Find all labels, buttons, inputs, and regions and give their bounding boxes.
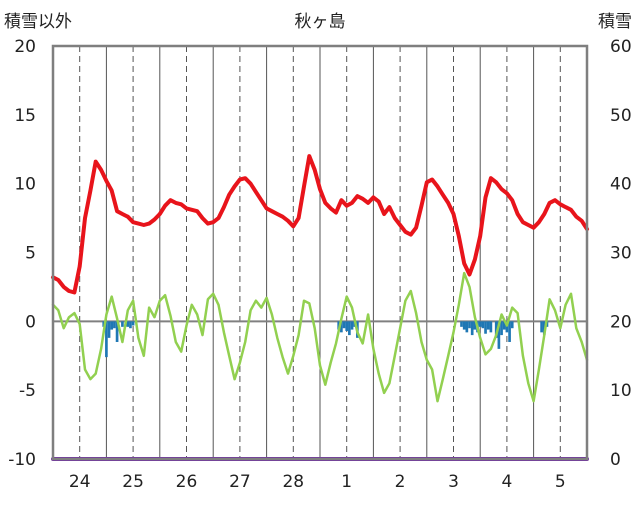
snow-bar: [478, 321, 482, 327]
snow-bar: [540, 321, 543, 333]
right-axis-title: 積雪: [598, 12, 632, 32]
x-tick-label: 27: [229, 472, 251, 492]
y-tick-label: -10: [8, 450, 36, 470]
x-tick-label: 3: [448, 472, 459, 492]
chart-title: 秋ヶ島: [295, 12, 346, 32]
x-tick-label: 4: [501, 472, 512, 492]
snow-bar: [510, 321, 514, 329]
snow-bar: [473, 321, 477, 330]
snow-bar: [505, 321, 509, 333]
x-tick-label: 1: [341, 472, 352, 492]
snow-bar: [460, 321, 463, 327]
y2-tick-label: 10: [610, 381, 632, 401]
left-axis-title: 積雪以外: [4, 12, 72, 32]
snow-bar: [129, 321, 132, 329]
snow-bar: [105, 321, 108, 358]
snow-bar: [494, 321, 498, 338]
snow-bar: [340, 321, 343, 333]
snow-bar: [465, 321, 469, 333]
snow-bar: [502, 321, 506, 330]
snow-bar: [115, 321, 119, 342]
y2-tick-label: 50: [610, 106, 632, 126]
snow-bar: [110, 321, 114, 330]
x-tick-label: 28: [282, 472, 304, 492]
y2-tick-label: 30: [610, 244, 632, 264]
snow-bar: [486, 321, 490, 330]
snow-bar: [500, 321, 503, 336]
x-tick-label: 25: [122, 472, 144, 492]
snow-bar: [508, 321, 511, 342]
snow-bar: [131, 321, 135, 326]
snow-bar: [462, 321, 466, 330]
snow-bar: [113, 321, 116, 329]
y-tick-label: 0: [25, 312, 36, 332]
snow-bar: [489, 321, 493, 333]
y-tick-label: 20: [14, 37, 36, 57]
series-line-red: [51, 154, 589, 295]
snow-bar: [484, 321, 487, 334]
x-tick-label: 2: [395, 472, 406, 492]
snow-bar: [350, 321, 354, 330]
y2-tick-label: 0: [610, 450, 621, 470]
snow-bar: [345, 321, 349, 331]
snow-bar: [121, 321, 124, 327]
snow-bar: [470, 321, 474, 336]
y-tick-label: 15: [14, 106, 36, 126]
plot-frame: [51, 44, 589, 461]
snow-bar: [107, 321, 111, 338]
x-tick-label: 26: [176, 472, 198, 492]
snow-bar: [126, 321, 130, 327]
y2-tick-label: 60: [610, 37, 632, 57]
snow-bar: [348, 321, 351, 336]
x-tick-label: 24: [69, 472, 91, 492]
y-tick-label: -5: [19, 381, 36, 401]
snow-bar: [468, 321, 471, 329]
x-tick-label: 5: [555, 472, 566, 492]
y-tick-label: 5: [25, 244, 36, 264]
snow-bar: [342, 321, 346, 329]
y2-tick-label: 40: [610, 175, 632, 195]
series-line-green: [51, 271, 589, 403]
y2-tick-label: 20: [610, 312, 632, 332]
snow-bar: [497, 321, 501, 349]
snow-bar: [481, 321, 485, 329]
y-tick-label: 10: [14, 175, 36, 195]
